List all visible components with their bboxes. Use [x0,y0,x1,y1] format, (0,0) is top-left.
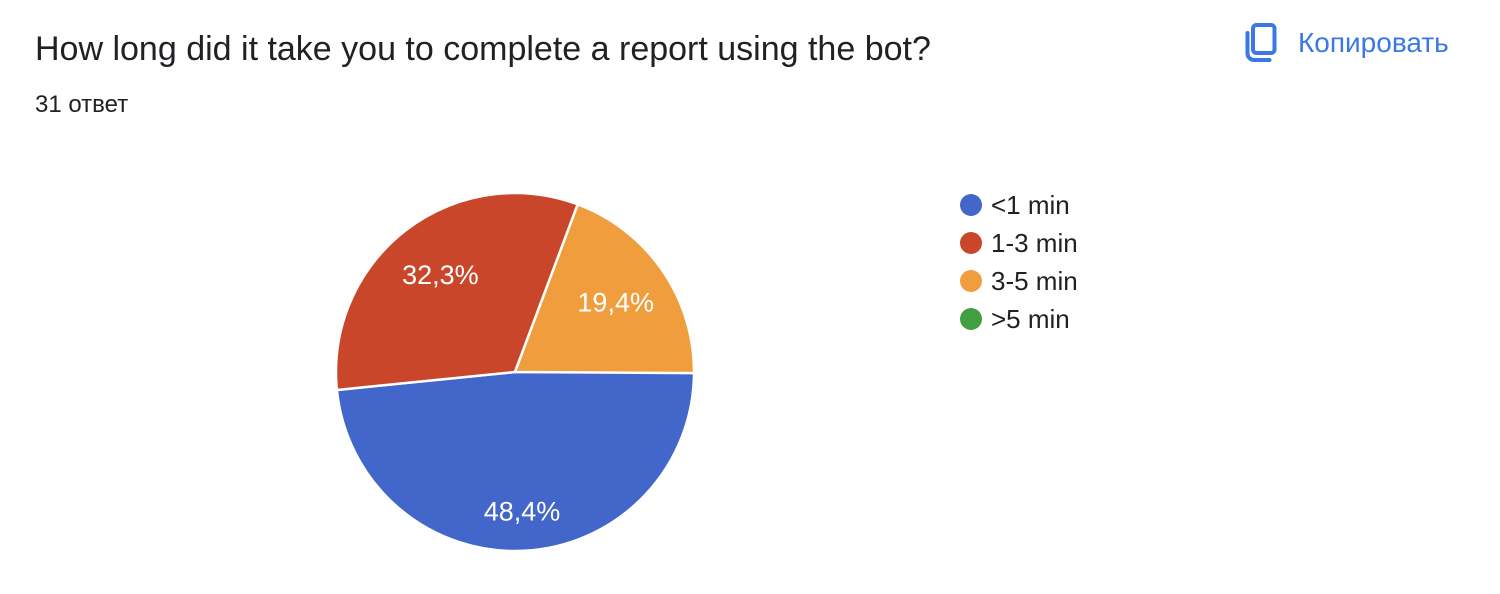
legend-item-label: <1 min [991,189,1070,220]
legend-item-label: >5 min [991,303,1070,334]
legend-item-label: 1-3 min [991,227,1078,258]
pie-chart: 48,4% 32,3% 19,4% [334,191,696,553]
chart-legend: <1 min 1-3 min 3-5 min >5 min [960,186,1078,338]
legend-dot-icon [960,270,982,292]
copy-icon [1237,20,1282,65]
responses-count: 31 ответ [35,91,129,118]
legend-item-3-5-min: 3-5 min [960,262,1078,300]
legend-item-1-min: <1 min [960,186,1078,224]
pie-slice-label: 19,4% [577,288,654,318]
question-title: How long did it take you to complete a r… [35,30,931,68]
legend-dot-icon [960,194,982,216]
legend-dot-icon [960,308,982,330]
pie-slice-label: 48,4% [484,496,561,526]
legend-item-label: 3-5 min [991,265,1078,296]
copy-button-label: Копировать [1298,26,1449,58]
legend-dot-icon [960,232,982,254]
copy-button[interactable]: Копировать [1237,20,1449,65]
legend-item-1-3-min: 1-3 min [960,224,1078,262]
legend-item-5-min: >5 min [960,300,1078,338]
pie-slice-label: 32,3% [402,260,479,290]
pie-slice-3-5-min[interactable] [513,203,696,375]
pie-slice-1-min[interactable] [335,370,696,553]
pie-slice-1-3-min[interactable] [334,191,579,392]
